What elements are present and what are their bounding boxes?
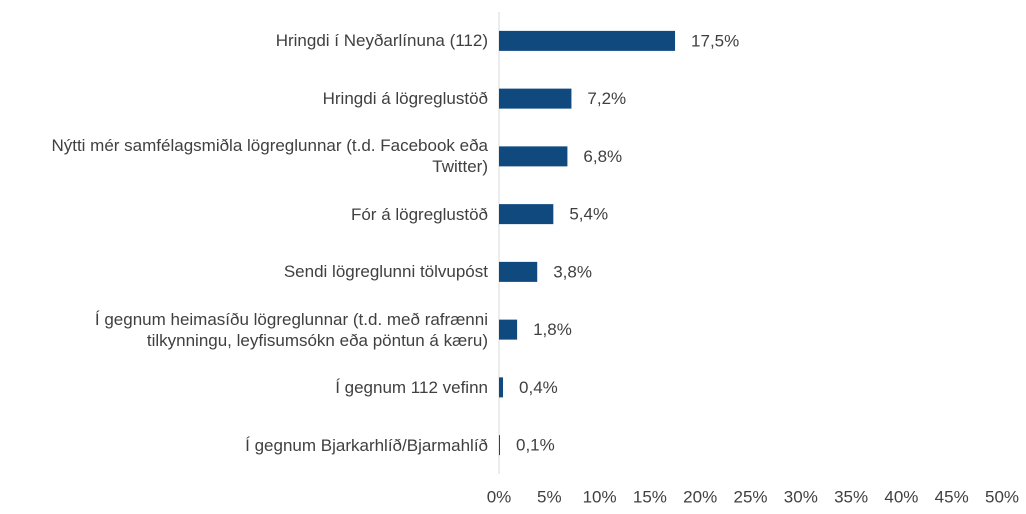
bar — [499, 319, 518, 340]
x-tick-label: 10% — [583, 487, 617, 506]
category-label-box: Hringdi á lögreglustöð — [322, 89, 488, 109]
bar — [499, 261, 538, 282]
category-label-box: Í gegnum heimasíðu lögreglunnar (t.d. me… — [94, 309, 488, 350]
x-tick-label: 40% — [884, 487, 918, 506]
x-tick-label: 0% — [487, 487, 512, 506]
bar — [499, 146, 568, 167]
category-label-box: Fór á lögreglustöð — [350, 204, 488, 224]
bar — [499, 435, 501, 456]
y-tick-label: Í gegnum Bjarkarhlíð/Bjarmahlíð — [245, 435, 488, 455]
x-tick-label: 45% — [935, 487, 969, 506]
data-label: 6,8% — [583, 147, 622, 166]
y-tick-label: Sendi lögreglunni tölvupóst — [283, 262, 488, 282]
x-tick-label: 25% — [733, 487, 767, 506]
x-tick-label: 30% — [784, 487, 818, 506]
x-tick-label: 35% — [834, 487, 868, 506]
x-tick-label: 15% — [633, 487, 667, 506]
category-label-box: Hringdi í Neyðarlínuna (112) — [275, 31, 488, 51]
category-label-box: Í gegnum 112 vefinn — [335, 377, 488, 397]
y-tick-label: Nýtti mér samfélagsmiðla lögreglunnar (t… — [51, 136, 488, 177]
data-label: 1,8% — [533, 320, 572, 339]
data-label: 7,2% — [587, 89, 626, 108]
bar — [499, 377, 504, 398]
y-tick-label: Fór á lögreglustöð — [350, 204, 488, 224]
x-tick-label: 20% — [683, 487, 717, 506]
x-tick-label: 5% — [537, 487, 562, 506]
bar — [499, 88, 572, 109]
category-label-box: Sendi lögreglunni tölvupóst — [283, 262, 488, 282]
data-label: 0,4% — [519, 378, 558, 397]
y-tick-label: Hringdi í Neyðarlínuna (112) — [275, 31, 488, 51]
bar — [499, 204, 554, 225]
data-label: 0,1% — [516, 436, 555, 455]
x-tick-label: 50% — [985, 487, 1019, 506]
data-label: 3,8% — [553, 262, 592, 281]
y-tick-label: Hringdi á lögreglustöð — [322, 89, 488, 109]
category-label-box: Í gegnum Bjarkarhlíð/Bjarmahlíð — [245, 435, 488, 455]
data-label: 5,4% — [569, 205, 608, 224]
data-label: 17,5% — [691, 31, 739, 50]
bar — [499, 30, 676, 51]
y-tick-label: Í gegnum heimasíðu lögreglunnar (t.d. me… — [94, 309, 488, 350]
category-label-box: Nýtti mér samfélagsmiðla lögreglunnar (t… — [51, 136, 488, 177]
y-tick-label: Í gegnum 112 vefinn — [335, 377, 488, 397]
